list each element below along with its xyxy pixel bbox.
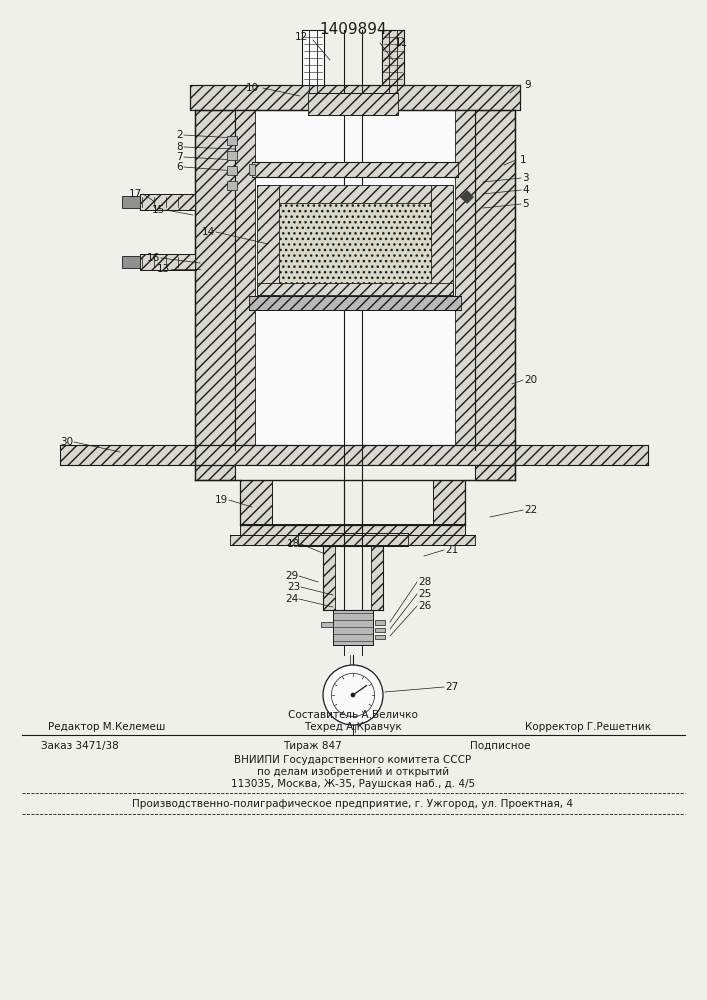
- Bar: [195, 110, 235, 480]
- Text: 18: 18: [287, 539, 300, 549]
- Bar: [195, 445, 515, 465]
- Bar: [257, 185, 279, 295]
- Text: Редактор М.Келемеш: Редактор М.Келемеш: [48, 722, 165, 732]
- Text: 6: 6: [176, 162, 183, 172]
- Polygon shape: [461, 191, 473, 203]
- Text: 14: 14: [201, 227, 215, 237]
- Bar: [249, 164, 255, 175]
- Bar: [230, 535, 475, 545]
- Bar: [323, 546, 335, 610]
- Bar: [298, 533, 408, 546]
- Bar: [515, 445, 648, 465]
- Text: 4: 4: [522, 185, 529, 195]
- Text: 22: 22: [524, 505, 537, 515]
- Bar: [140, 194, 195, 210]
- Bar: [433, 480, 465, 525]
- Bar: [333, 610, 373, 645]
- Text: 26: 26: [418, 601, 431, 611]
- Text: Производственно-полиграфическое предприятие, г. Ужгород, ул. Проектная, 4: Производственно-полиграфическое предприя…: [132, 799, 573, 809]
- Bar: [257, 185, 453, 203]
- Text: Техред А.Кравчук: Техред А.Кравчук: [304, 722, 402, 732]
- Text: 11: 11: [395, 38, 408, 48]
- Text: 1: 1: [520, 155, 527, 165]
- Bar: [302, 30, 324, 85]
- Bar: [252, 162, 458, 177]
- Bar: [240, 524, 465, 537]
- Text: 17: 17: [129, 189, 142, 199]
- Text: 7: 7: [176, 152, 183, 162]
- Bar: [279, 203, 431, 285]
- Text: 9: 9: [524, 80, 531, 90]
- Text: 24: 24: [285, 594, 298, 604]
- Bar: [475, 110, 515, 480]
- Text: Корректор Г.Решетник: Корректор Г.Решетник: [525, 722, 651, 732]
- Bar: [257, 283, 453, 295]
- Text: 15: 15: [152, 205, 165, 215]
- Text: 21: 21: [445, 545, 458, 555]
- Bar: [249, 296, 461, 310]
- Bar: [455, 110, 475, 450]
- Bar: [227, 166, 237, 175]
- Bar: [190, 85, 520, 110]
- Text: Подписное: Подписное: [470, 741, 530, 751]
- Text: 5: 5: [522, 199, 529, 209]
- Text: 20: 20: [524, 375, 537, 385]
- Bar: [60, 445, 195, 465]
- Bar: [302, 30, 324, 85]
- Bar: [227, 181, 237, 190]
- Text: 8: 8: [176, 142, 183, 152]
- Bar: [375, 620, 385, 625]
- Text: 12: 12: [295, 32, 308, 42]
- Text: 28: 28: [418, 577, 431, 587]
- Text: 113035, Москва, Ж-35, Раушская наб., д. 4/5: 113035, Москва, Ж-35, Раушская наб., д. …: [231, 779, 475, 789]
- Bar: [431, 185, 453, 295]
- Text: 29: 29: [285, 571, 298, 581]
- Bar: [375, 628, 385, 632]
- Text: 16: 16: [147, 253, 160, 263]
- Bar: [235, 110, 475, 468]
- Bar: [227, 136, 237, 145]
- Text: по делам изобретений и открытий: по делам изобретений и открытий: [257, 767, 449, 777]
- Text: Составитель А.Величко: Составитель А.Величко: [288, 710, 418, 720]
- Text: 13: 13: [157, 264, 170, 274]
- Text: 1409894: 1409894: [319, 22, 387, 37]
- Text: Заказ 3471/38: Заказ 3471/38: [41, 741, 119, 751]
- Bar: [382, 30, 404, 85]
- Text: Тираж 847: Тираж 847: [283, 741, 341, 751]
- Circle shape: [332, 673, 375, 717]
- Text: 27: 27: [445, 682, 458, 692]
- Text: 19: 19: [215, 495, 228, 505]
- Bar: [321, 622, 333, 627]
- Text: 30: 30: [60, 437, 73, 447]
- Text: 3: 3: [522, 173, 529, 183]
- Text: ВНИИПИ Государственного комитета СССР: ВНИИПИ Государственного комитета СССР: [235, 755, 472, 765]
- Bar: [140, 254, 195, 270]
- Text: 23: 23: [287, 582, 300, 592]
- Text: 2: 2: [176, 130, 183, 140]
- Bar: [122, 256, 140, 268]
- Circle shape: [323, 665, 383, 725]
- Bar: [122, 196, 140, 208]
- Bar: [371, 546, 383, 610]
- Bar: [240, 480, 272, 525]
- Text: 10: 10: [246, 83, 259, 93]
- Bar: [308, 93, 398, 115]
- Circle shape: [351, 693, 355, 697]
- Bar: [235, 110, 255, 450]
- Bar: [227, 151, 237, 160]
- Bar: [375, 635, 385, 639]
- Text: 25: 25: [418, 589, 431, 599]
